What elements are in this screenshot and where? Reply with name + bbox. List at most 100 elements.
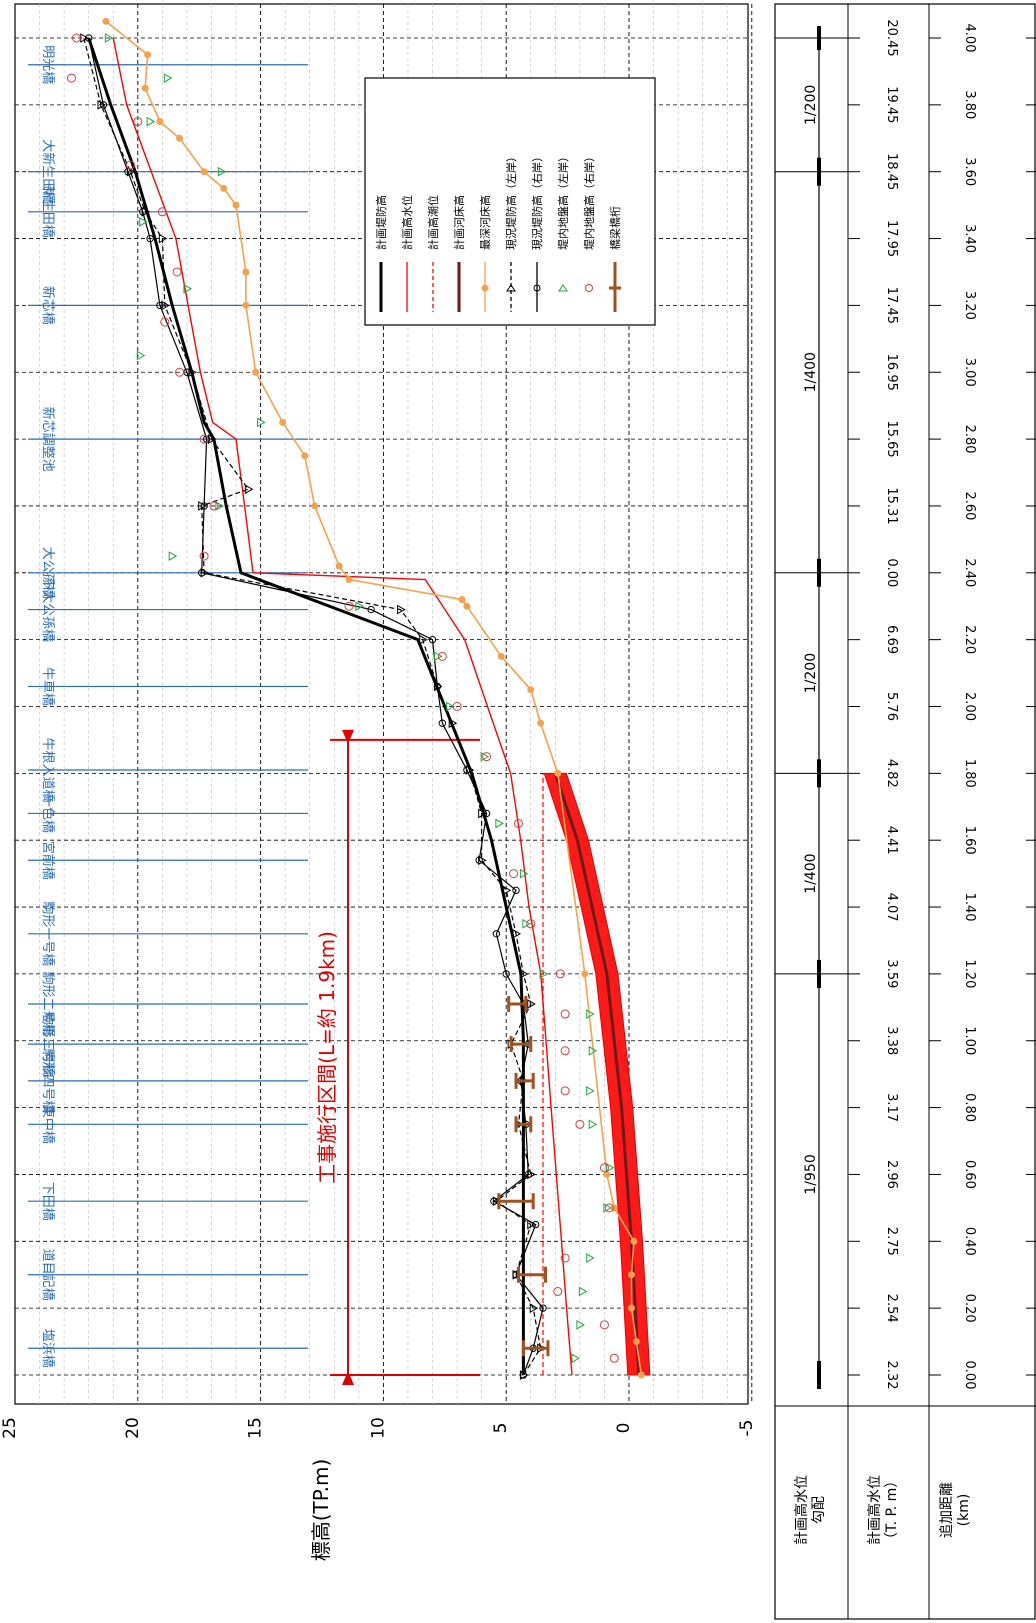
data-point [220,184,228,192]
gradient-label: 1/400 [803,853,819,893]
data-point [66,73,76,83]
bridge-label: 下大公孫橋 [40,577,55,642]
hwl-value: 3.38 [884,1026,899,1055]
data-point [603,1170,611,1178]
hwl-value: 2.96 [884,1160,899,1189]
hwl-value: 18.45 [884,153,899,190]
distance-value: 0.40 [962,1227,977,1256]
data-point [586,1086,595,1096]
table-row-label: 追加距離 [938,1482,955,1538]
distance-value: 2.80 [962,425,977,454]
hwl-value: 0.00 [884,558,899,587]
legend-label: 計画堤防高 [374,195,388,250]
hwl-value: 19.45 [884,86,899,123]
data-point [463,602,471,610]
data-point [244,484,254,495]
hwl-value: 5.76 [884,692,899,721]
data-point [252,368,260,376]
table-row-label: 計画高水位 [793,1475,810,1545]
data-point [492,930,501,938]
data-point [575,1119,585,1129]
bridge-label: 下田橋 [40,1182,55,1221]
distance-value: 3.80 [962,90,977,119]
gradient-label: 1/200 [803,85,819,125]
data-point [84,34,93,42]
data-point [480,751,490,762]
y-tick-label: 20 [123,1417,143,1439]
distance-value: 1.40 [962,893,977,922]
bridge-label: 駒形四号橋 [40,1048,55,1113]
bridge-label: 新芯橋 [40,286,56,325]
data-point [146,234,154,243]
legend-box [364,77,656,326]
legend-label: 計画高潮位 [426,195,440,250]
data-point [554,769,562,777]
data-point [97,99,106,110]
distance-value: 2.60 [962,491,977,520]
data-point [242,268,250,276]
y-tick-label: 15 [246,1417,266,1439]
data-point [560,1253,570,1263]
data-point [104,33,114,43]
hwl-value: 16.95 [884,354,899,391]
data-point [438,719,447,727]
data-point [509,869,519,879]
hwl-value: 4.41 [884,826,899,855]
legend-label: 堤内地盤高（右岸） [582,151,596,250]
distance-value: 2.40 [962,558,977,587]
data-point [146,116,156,127]
bridge-label: 明光橋 [40,45,55,84]
series-line [83,37,542,1376]
data-point [144,51,152,59]
legend: 計画堤防高 計画高水位 計画高潮位 計画河床高 最深河床高 現況堤防高（左岸） 現況堤防高（… [364,77,656,326]
data-point [637,1371,645,1379]
data-point [537,719,545,727]
distance-value: 0.80 [962,1093,977,1122]
data-point [175,367,185,377]
data-point [344,601,354,611]
data-point [512,928,522,939]
data-point [529,1303,539,1314]
data-point [448,718,458,729]
distance-value: 2.20 [962,625,977,654]
table-frame [774,3,1036,1620]
bridge-label: 新芯調整池 [40,407,56,472]
hwl-value: 15.31 [884,487,899,524]
data-point [232,201,240,209]
data-point [604,1203,614,1213]
data-point [419,634,428,645]
series-line [112,37,573,1376]
data-point [578,1286,588,1297]
data-point [463,766,471,774]
data-point [527,999,536,1009]
bridge-label: 牛根入道橋 [40,737,55,802]
data-point [133,117,143,127]
data-table: 計画高水位 勾配 計画高水位 （T. P. m） 追加距離 (km)1/9501/4001… [774,3,1036,1620]
gradient-label: 1/950 [803,1154,819,1194]
y-tick-label: 25 [0,1417,20,1439]
data-point [627,1304,635,1312]
bridge-label: 大公孫橋 [40,547,55,599]
data-point [136,350,146,361]
bridge-label: 宮前橋 [40,841,56,880]
data-point [539,969,549,979]
legend-label: 現況堤防高（左岸） [504,151,518,250]
data-point [446,701,455,712]
data-point [588,1119,598,1130]
gradient-label: 1/400 [803,352,819,392]
data-point [141,84,149,92]
data-point [490,1197,498,1205]
distance-value: 4.00 [962,24,977,53]
data-point [586,1253,595,1263]
data-point [527,686,535,694]
hwl-value: 17.95 [884,220,899,257]
data-point [475,856,483,864]
hwl-value: 2.32 [884,1361,899,1390]
legend-swatch [506,284,516,292]
table-row-label: (km) [956,1494,972,1527]
data-point [553,1286,563,1296]
distance-value: 3.60 [962,157,977,186]
data-point [519,868,529,879]
data-point [519,969,529,979]
